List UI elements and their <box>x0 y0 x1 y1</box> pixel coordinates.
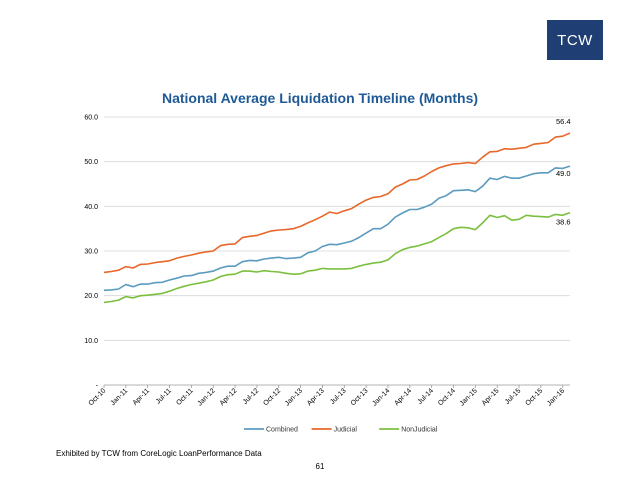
y-tick-label: 40.0 <box>84 204 98 211</box>
legend-label-nonjudicial: NonJudicial <box>401 427 438 434</box>
y-tick-label: 60.0 <box>84 115 98 122</box>
x-tick-label: Oct-10 <box>88 387 108 407</box>
chart-title: National Average Liquidation Timeline (M… <box>161 90 479 106</box>
x-tick-label: Jul-14 <box>417 387 436 406</box>
tcw-logo: TCW <box>547 20 603 60</box>
x-tick-label: Jan-14 <box>371 387 391 407</box>
legend-label-judicial: Judicial <box>334 427 358 434</box>
y-tick-label: - <box>96 383 99 390</box>
x-tick-label: Jul-11 <box>155 387 173 405</box>
x-tick-label: Apr-11 <box>132 387 152 407</box>
x-tick-label: Oct-13 <box>350 387 370 407</box>
series-line-judicial <box>103 132 571 274</box>
y-tick-label: 20.0 <box>84 293 98 300</box>
x-tick-label: Jan-13 <box>284 387 304 407</box>
x-tick-label: Apr-13 <box>306 387 326 407</box>
x-tick-label: Apr-14 <box>393 387 413 407</box>
x-tick-label: Jan-12 <box>197 387 217 407</box>
y-tick-label: 50.0 <box>84 159 98 166</box>
x-tick-label: Jan-11 <box>110 387 130 407</box>
page-number: 61 <box>315 462 325 471</box>
source-note: Exhibited by TCW from CoreLogic LoanPerf… <box>56 449 262 458</box>
x-tick-label: Oct-12 <box>262 387 282 407</box>
end-label-judicial: 56.4 <box>556 117 571 126</box>
series-line-combined <box>103 165 571 292</box>
x-tick-label: Jul-12 <box>242 387 261 406</box>
legend-label-combined: Combined <box>266 427 298 434</box>
end-label-nonjudicial: 38.6 <box>556 218 571 227</box>
x-tick-label: Apr-12 <box>219 387 239 407</box>
y-tick-label: 30.0 <box>84 249 98 256</box>
x-tick-label: Jan-16 <box>546 387 566 407</box>
x-tick-label: Apr-15 <box>481 387 501 407</box>
x-tick-label: Oct-11 <box>175 387 195 407</box>
x-tick-label: Jul-15 <box>504 387 523 406</box>
x-tick-label: Oct-14 <box>437 387 457 407</box>
x-tick-label: Oct-15 <box>524 387 544 407</box>
x-tick-label: Jul-13 <box>329 387 348 406</box>
x-tick-label: Jan-15 <box>459 387 479 407</box>
series-line-nonjudicial <box>103 211 571 304</box>
y-tick-label: 10.0 <box>84 338 98 345</box>
end-label-combined: 49.0 <box>556 169 571 178</box>
